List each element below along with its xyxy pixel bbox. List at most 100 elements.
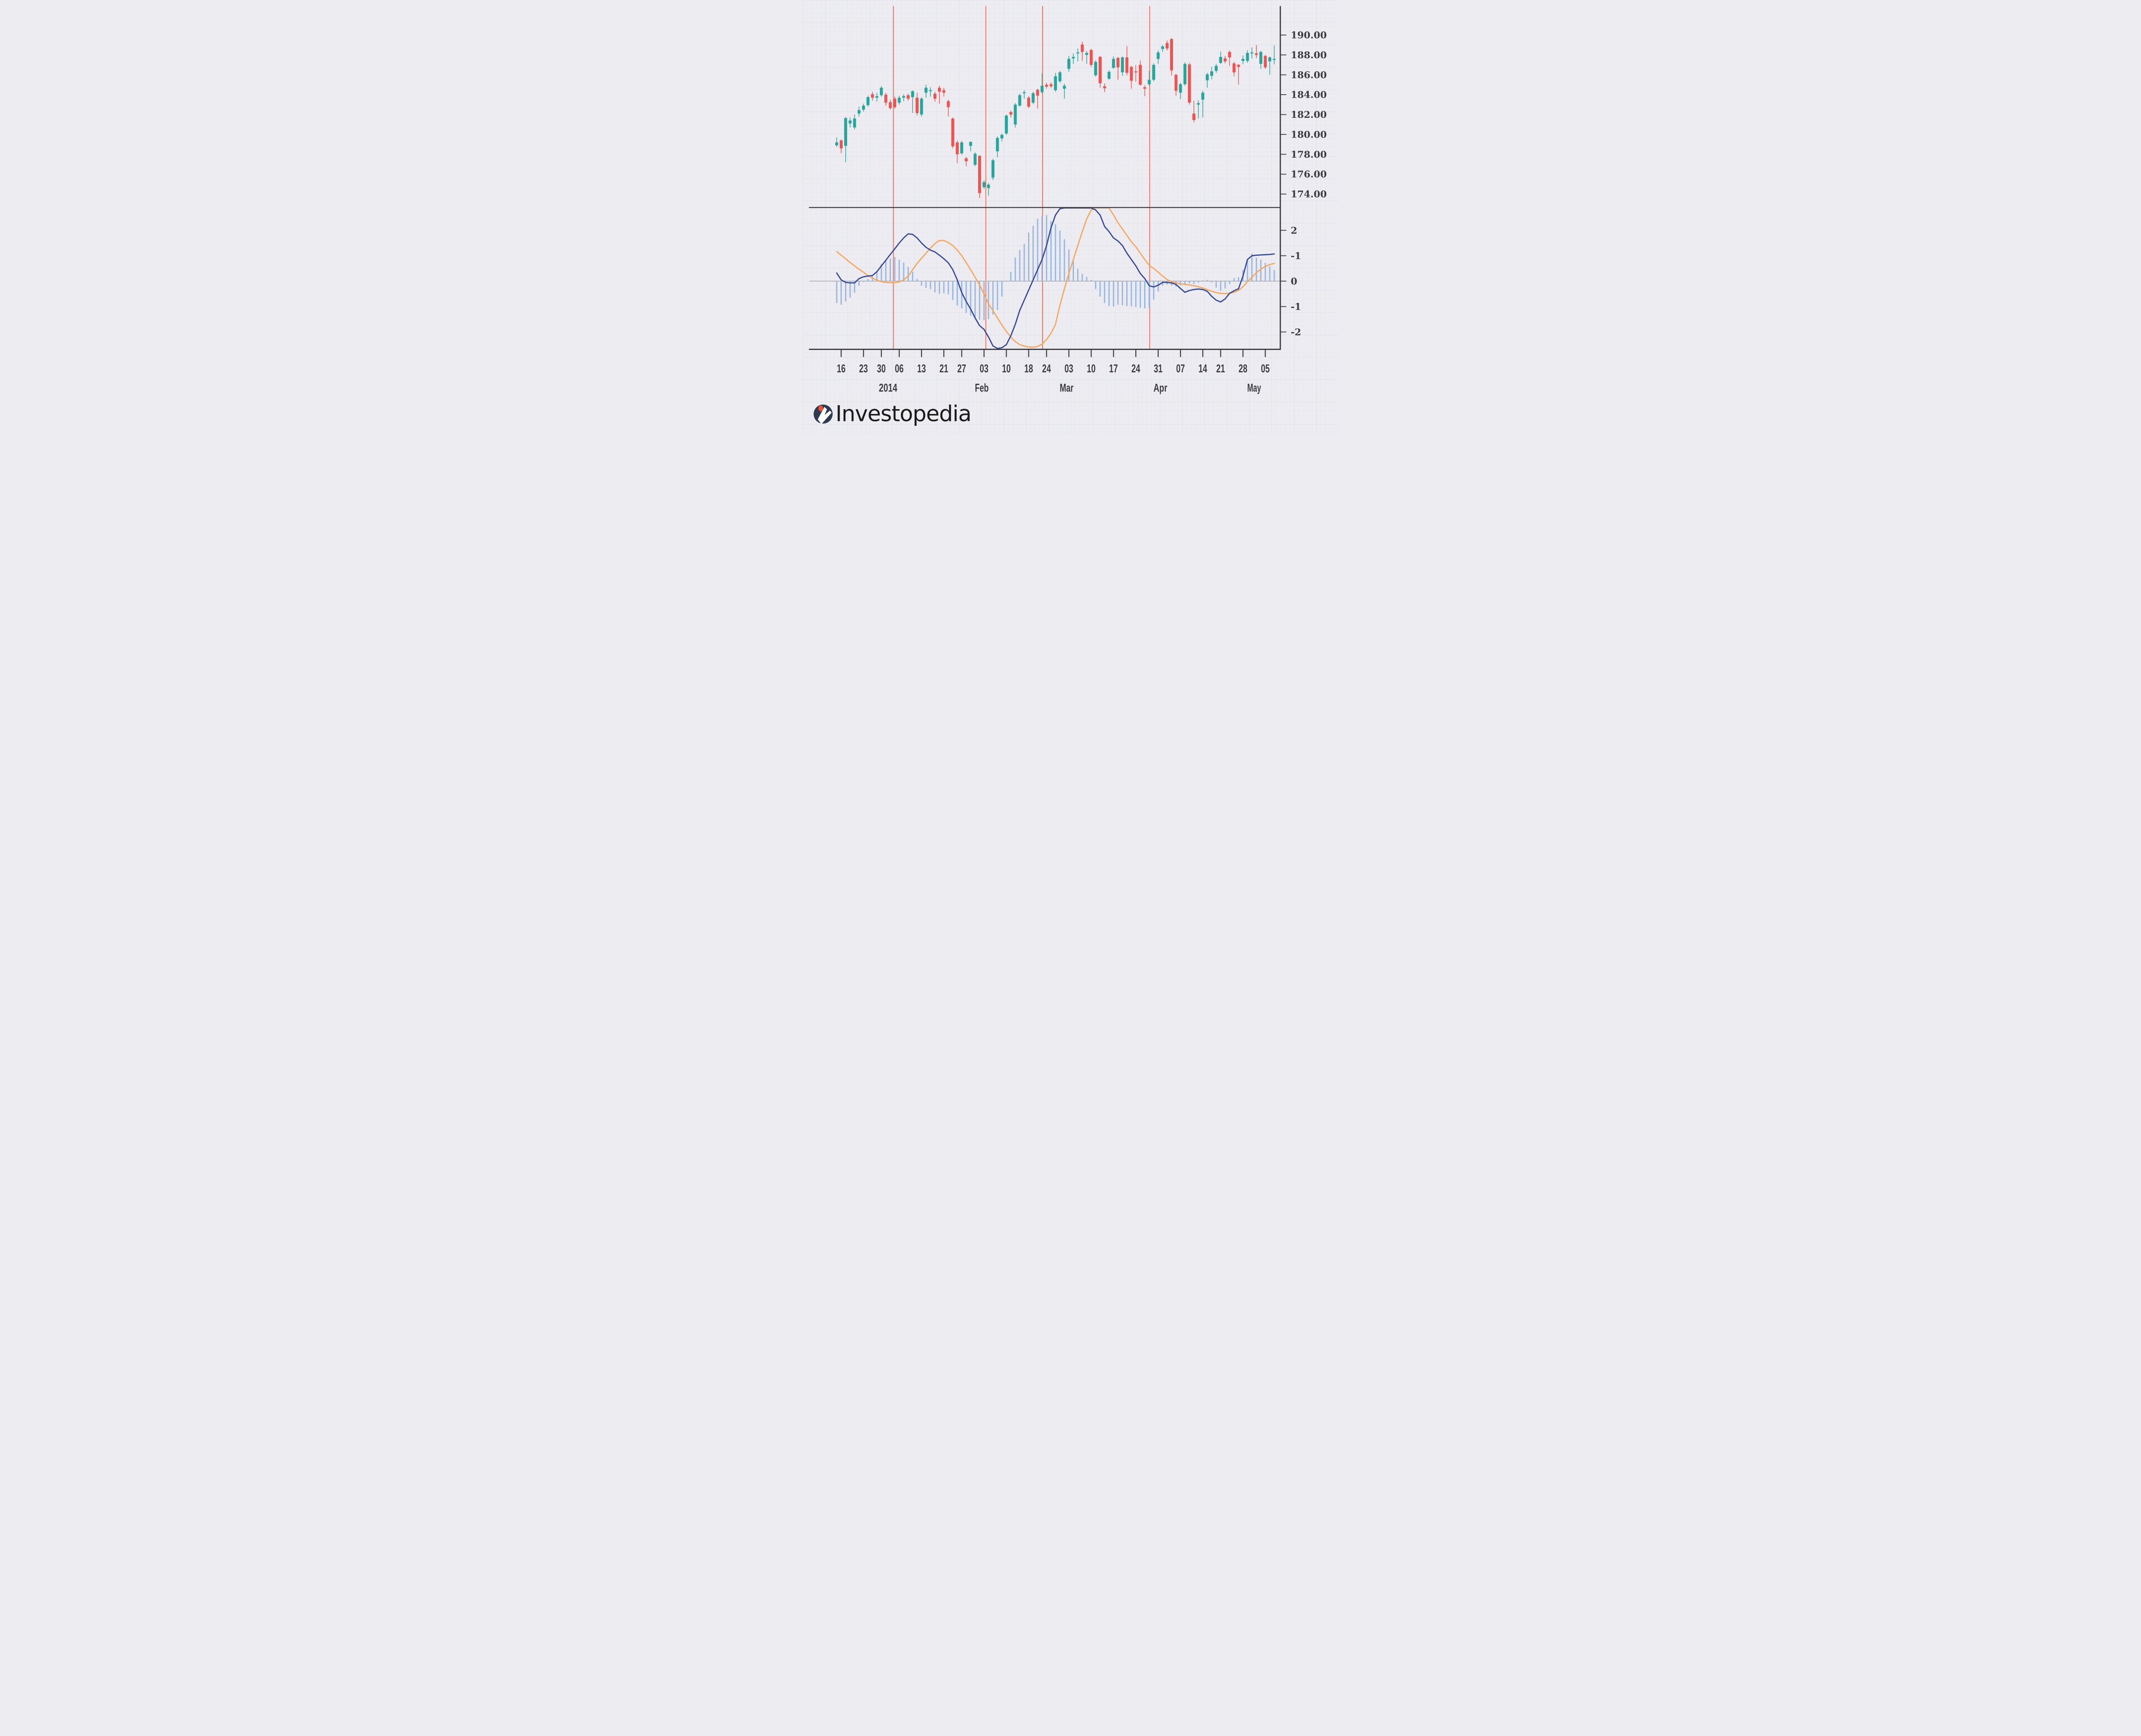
date-tick-label: 27 (957, 362, 966, 375)
candle-down (1237, 65, 1240, 67)
histogram-bar (876, 271, 878, 281)
candle-down (1174, 74, 1178, 91)
histogram-bar (1117, 281, 1119, 305)
histogram-bar (965, 281, 967, 313)
candle-down (884, 95, 887, 103)
histogram-bar (1099, 281, 1101, 297)
candle-up (875, 96, 879, 98)
histogram-bar (1006, 281, 1007, 282)
month-label: Feb (975, 381, 989, 394)
histogram-bar (979, 281, 980, 320)
date-tick-label: 23 (859, 362, 868, 375)
price-tick-label: 178.00 (1291, 149, 1327, 160)
candle-down (1188, 64, 1191, 103)
histogram-bar (1162, 281, 1163, 286)
histogram-bar (1233, 278, 1235, 281)
histogram-bar (836, 281, 837, 303)
histogram-bar (1144, 281, 1146, 308)
candle-up (991, 160, 995, 178)
histogram-bar (858, 281, 860, 286)
histogram-bar (1206, 279, 1208, 281)
candle-up (835, 142, 838, 145)
candle-up (1072, 57, 1075, 59)
histogram-bar (1010, 272, 1012, 281)
histogram-bar (974, 281, 976, 318)
histogram-bar (1055, 224, 1056, 281)
candle-up (1215, 66, 1218, 71)
histogram-bar (845, 281, 847, 302)
histogram-bar (1077, 269, 1079, 281)
candle-down (1009, 112, 1013, 115)
candle-down (951, 118, 954, 147)
histogram-bar (1238, 277, 1240, 281)
histogram-bar (1220, 281, 1222, 291)
histogram-bar (1131, 281, 1132, 307)
histogram-bar (1202, 280, 1204, 281)
histogram-bar (1001, 281, 1003, 297)
candle-down (1089, 50, 1093, 65)
candle-down (889, 102, 892, 108)
candle-up (1018, 95, 1021, 106)
candle-up (1054, 76, 1057, 90)
histogram-bar (1019, 250, 1021, 281)
price-tick-label: 176.00 (1291, 169, 1327, 180)
candle-up (1094, 62, 1097, 75)
candle-up (982, 182, 986, 187)
histogram-bar (1229, 281, 1230, 284)
candle-down (1134, 71, 1138, 73)
candle-up (1067, 59, 1070, 69)
histogram-bar (1211, 281, 1212, 283)
candle-up (1152, 65, 1155, 80)
candle-down (1130, 67, 1133, 81)
histogram-bar (1157, 281, 1159, 292)
candle-down (1138, 65, 1142, 85)
candle-up (911, 91, 914, 97)
candle-down (1099, 57, 1102, 84)
candle-up (1005, 115, 1008, 134)
histogram-bar (929, 281, 931, 289)
histogram-bar (1108, 281, 1110, 306)
candles (835, 38, 1276, 198)
candle-down (840, 140, 843, 148)
month-label: Apr (1153, 381, 1167, 394)
histogram-bar (912, 272, 914, 281)
histogram-bar (849, 281, 851, 298)
histogram-bar (862, 281, 864, 282)
date-tick-label: 14 (1198, 362, 1207, 375)
candle-up (996, 138, 999, 152)
macd-line (836, 207, 1275, 349)
histogram-bar (943, 281, 945, 293)
candle-down (1170, 39, 1173, 71)
candle-up (973, 154, 977, 165)
histogram-bar (1251, 254, 1253, 281)
grid-major (803, 0, 1338, 434)
histogram-bar (1014, 257, 1016, 281)
histogram-bar (1068, 249, 1070, 281)
candle-up (1201, 92, 1205, 100)
candle-up (1121, 57, 1124, 73)
candle-down (1116, 58, 1120, 67)
candle-up (1268, 57, 1272, 62)
candle-down (947, 101, 950, 107)
candle-up (880, 88, 883, 95)
date-tick-label: 03 (980, 362, 989, 375)
candle-up (1063, 85, 1066, 89)
candle-up (1246, 53, 1249, 61)
logo-bolt-icon (818, 407, 832, 424)
histogram-bar (1184, 281, 1186, 284)
macd-tick-label: -2 (1291, 327, 1301, 338)
histogram-bar (961, 281, 963, 308)
histogram-bar (992, 281, 994, 315)
histogram-bar (1273, 270, 1275, 281)
candle-down (1049, 84, 1053, 86)
candle-down (1036, 89, 1039, 96)
macd-tick-label: -1 (1291, 301, 1301, 312)
signal-line (836, 207, 1275, 348)
plot-layers: 190.00 188.00 186.00 184.00 182.00 180.00 178.… (809, 6, 1327, 394)
candle-up (1183, 64, 1187, 85)
candle-down (1103, 86, 1106, 88)
candle-down (906, 95, 910, 99)
candle-down (1254, 53, 1258, 55)
histogram-bar (840, 281, 842, 305)
candle-up (1058, 72, 1062, 81)
